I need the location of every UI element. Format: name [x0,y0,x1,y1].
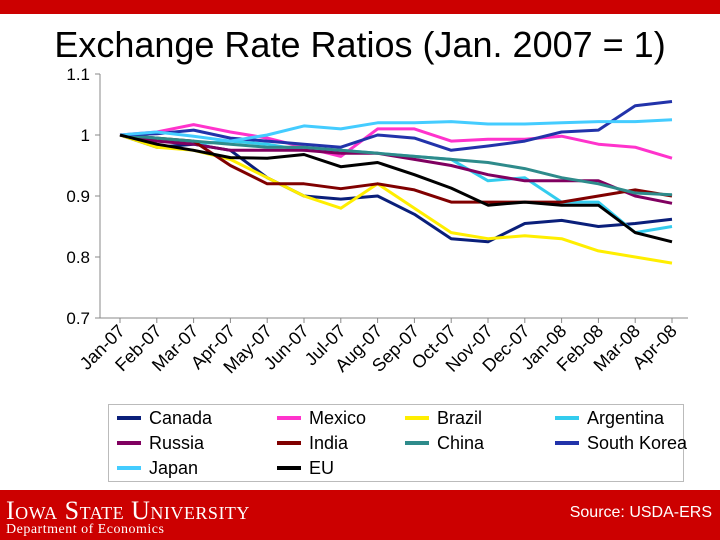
top-bar [0,0,720,14]
chart-title: Exchange Rate Ratios (Jan. 2007 = 1) [54,24,666,65]
legend-swatch [405,441,429,445]
legend-item-mexico: Mexico [277,406,366,430]
legend-item-south-korea: South Korea [555,431,687,455]
legend-label: India [309,432,349,453]
legend-label: EU [309,457,335,478]
legend-label: Brazil [437,407,483,428]
legend-item-eu: EU [277,456,334,480]
legend-swatch [277,466,301,470]
y-tick-label: 1.1 [66,65,90,84]
legend-label: Argentina [587,407,665,428]
legend-item-china: China [405,431,484,455]
legend-swatch [277,416,301,420]
legend-item-argentina: Argentina [555,406,664,430]
y-tick-label: 0.7 [66,309,90,328]
department-name: Department of Economics [6,522,165,537]
legend-swatch [555,441,579,445]
series-line-japan [119,118,673,143]
series-line-mexico [119,123,673,160]
series-line-argentina [119,133,673,235]
legend-label: Russia [149,432,205,453]
legend-label: Mexico [309,407,367,428]
legend-item-brazil: Brazil [405,406,482,430]
legend-item-japan: Japan [117,456,198,480]
legend-swatch [277,441,301,445]
legend-label: Canada [149,407,213,428]
series-line-eu [119,133,673,244]
y-tick-label: 1 [81,126,90,145]
legend-label: China [437,432,485,453]
legend-swatch [555,416,579,420]
footer-bar: Iowa State University Department of Econ… [0,490,720,540]
legend-label: Japan [149,457,199,478]
legend-swatch [117,466,141,470]
legend-item-canada: Canada [117,406,212,430]
chart-legend: Canada Mexico Brazil Argentina Russia India Ch… [108,404,687,482]
y-tick-label: 0.8 [66,248,90,267]
source-note: Source: USDA-ERS [569,504,712,521]
series-line-china [119,133,673,197]
legend-item-russia: Russia [117,431,204,455]
series-line-south-korea [119,100,673,152]
university-logo-text: Iowa State University [6,496,250,525]
legend-swatch [117,441,141,445]
legend-swatch [405,416,429,420]
legend-label: South Korea [587,432,688,453]
legend-swatch [117,416,141,420]
legend-item-india: India [277,431,348,455]
y-tick-label: 0.9 [66,187,90,206]
